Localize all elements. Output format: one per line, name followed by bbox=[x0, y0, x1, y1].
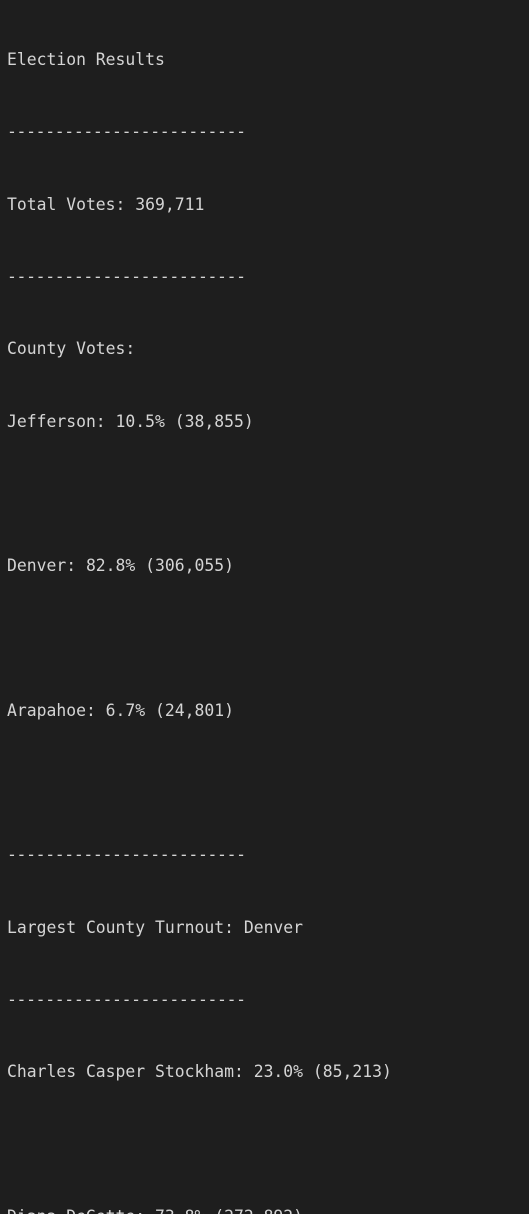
candidate-line-degette: Diana DeGette: 73.8% (272,892) bbox=[7, 1205, 527, 1214]
county-votes-heading: County Votes: bbox=[7, 339, 136, 359]
county-line-jefferson: Jefferson: 10.5% (38,855) bbox=[7, 411, 254, 431]
largest-county-line: Largest County Turnout: Denver bbox=[7, 917, 304, 937]
terminal-output: Election Results -----------------------… bbox=[7, 0, 527, 1214]
county-line-arapahoe: Arapahoe: 6.7% (24,801) bbox=[7, 700, 234, 720]
total-votes-line: Total Votes: 369,711 bbox=[7, 194, 205, 214]
title-line: Election Results bbox=[7, 50, 165, 70]
blank-line bbox=[7, 626, 527, 650]
separator-line: ------------------------- bbox=[7, 267, 246, 287]
blank-line bbox=[7, 771, 527, 795]
county-line-denver: Denver: 82.8% (306,055) bbox=[7, 556, 234, 576]
candidate-line-stockham: Charles Casper Stockham: 23.0% (85,213) bbox=[7, 1062, 392, 1082]
blank-line bbox=[7, 1132, 527, 1156]
separator-line: ------------------------- bbox=[7, 845, 246, 865]
separator-line: ------------------------- bbox=[7, 989, 246, 1009]
separator-line: ------------------------- bbox=[7, 122, 246, 142]
blank-line bbox=[7, 482, 527, 506]
